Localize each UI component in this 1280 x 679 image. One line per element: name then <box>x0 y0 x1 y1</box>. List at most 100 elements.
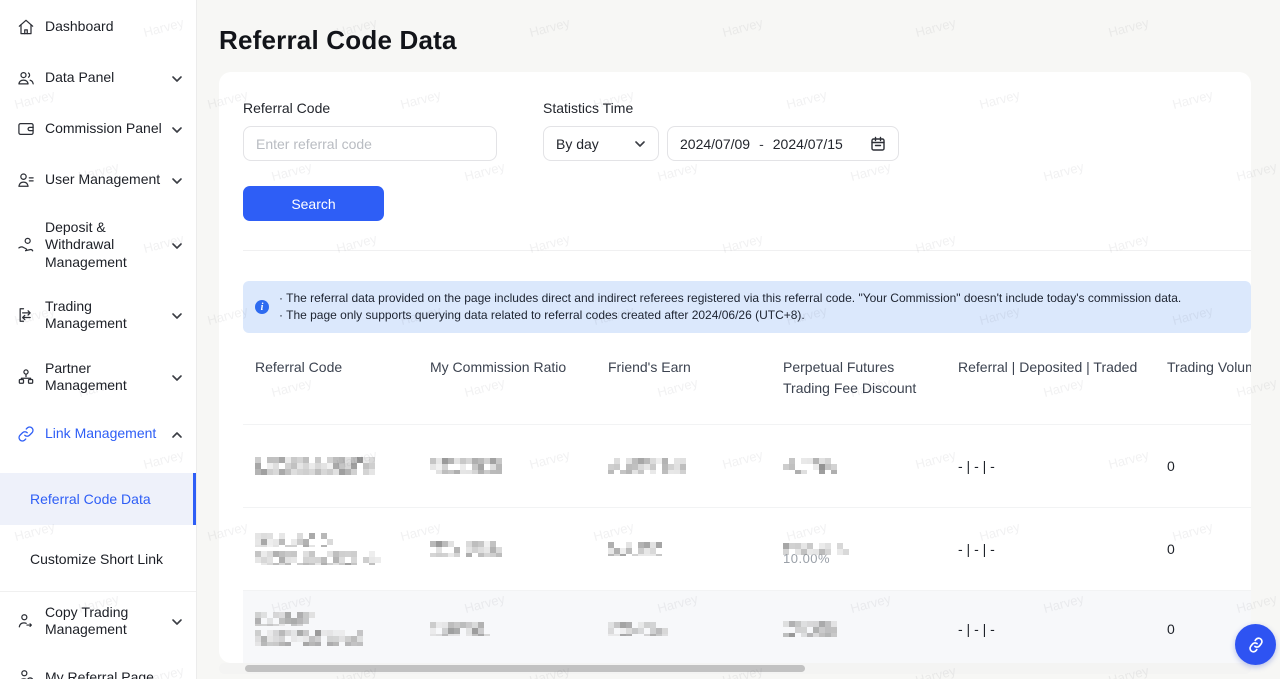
horizontal-scrollbar-thumb[interactable] <box>245 665 805 672</box>
chevron-down-icon <box>171 615 183 627</box>
sidebar-item-dashboard[interactable]: Dashboard <box>0 15 196 39</box>
date-start: 2024/07/09 <box>680 135 751 152</box>
user-plus-icon <box>15 667 36 679</box>
trading-volume-cell: 0 <box>1167 541 1175 557</box>
redacted-cell <box>608 621 670 636</box>
sidebar-item-referral-code-data[interactable]: Referral Code Data <box>0 472 196 525</box>
referral-link-fab[interactable] <box>1235 624 1276 665</box>
chevron-down-icon <box>171 123 183 135</box>
sidebar-item-label: My Referral Page <box>45 668 154 679</box>
date-end: 2024/07/15 <box>772 135 843 152</box>
column-header: My Commission Ratio <box>430 359 567 375</box>
divider <box>243 250 1251 251</box>
redacted-cell <box>255 533 337 547</box>
info-icon: i <box>255 300 269 314</box>
table-row: 10.00% - | - | - 0 <box>243 507 1251 590</box>
sidebar-item-label: User Management <box>45 171 161 188</box>
column-header: Friend's Earn <box>608 359 691 375</box>
redacted-cell <box>608 458 686 474</box>
column-header: Referral Code <box>255 359 343 375</box>
users-icon <box>15 68 36 89</box>
transfer-icon <box>15 305 36 326</box>
chevron-down-icon <box>171 174 183 186</box>
sidebar-item-trading-management[interactable]: Trading Management <box>0 298 196 333</box>
sidebar-item-label: Commission Panel <box>45 120 162 137</box>
statistics-time-field-group: Statistics Time By day 2024/07/09 - 2024… <box>543 100 899 161</box>
filter-bar: Referral Code Statistics Time By day 202… <box>219 72 1251 161</box>
sidebar-item-label: Trading Management <box>45 298 127 332</box>
redacted-cell <box>783 543 853 555</box>
user-list-icon <box>15 170 36 191</box>
link-icon <box>1248 636 1263 653</box>
redacted-cell <box>608 542 666 556</box>
chevron-up-icon <box>171 428 183 440</box>
redacted-cell <box>255 611 317 626</box>
referral-deposited-traded-cell: - | - | - <box>958 541 995 557</box>
sidebar-item-commission-panel[interactable]: Commission Panel <box>0 117 196 141</box>
chevron-down-icon <box>171 72 183 84</box>
column-header: Trading Volume (USDT) <box>1167 359 1251 375</box>
referral-code-label: Referral Code <box>243 100 331 116</box>
search-button[interactable]: Search <box>243 186 384 221</box>
home-icon <box>15 17 36 38</box>
date-separator: - <box>759 135 764 152</box>
referral-deposited-traded-cell: - | - | - <box>958 620 995 637</box>
sidebar-divider <box>0 590 196 592</box>
sidebar-item-my-referral-page[interactable]: My Referral Page <box>0 665 196 679</box>
date-range-picker[interactable]: 2024/07/09 - 2024/07/15 <box>667 126 899 161</box>
wallet-icon <box>15 119 36 140</box>
redacted-cell <box>430 621 494 636</box>
table-row: - | - | - 0 <box>243 424 1251 507</box>
org-chart-icon <box>15 367 36 388</box>
table-header-row: Referral Code My Commission Ratio Friend… <box>243 333 1251 424</box>
chevron-down-icon <box>171 371 183 383</box>
chevron-down-icon <box>171 309 183 321</box>
sidebar-item-label: Data Panel <box>45 69 115 86</box>
main-content: Referral Code Data Referral Code Statist… <box>197 0 1280 679</box>
sidebar-item-deposit-withdrawal[interactable]: Deposit & Withdrawal Management <box>0 219 196 271</box>
table-row: - | - | - 0 <box>243 590 1251 663</box>
statistics-time-label: Statistics Time <box>543 100 634 116</box>
redacted-cell <box>783 620 837 637</box>
calendar-icon <box>870 136 886 152</box>
sidebar: Dashboard Data Panel Commission Panel Us… <box>0 0 197 679</box>
notice-banner: i The referral data provided on the page… <box>243 281 1251 333</box>
redacted-cell <box>430 541 502 557</box>
sidebar-item-copy-trading[interactable]: Copy Trading Management <box>0 604 196 639</box>
user-arrows-icon <box>15 610 36 631</box>
column-header: Referral | Deposited | Traded <box>958 359 1138 375</box>
page-title: Referral Code Data <box>219 25 457 55</box>
sidebar-item-data-panel[interactable]: Data Panel <box>0 66 196 90</box>
sidebar-item-label: Partner Management <box>45 359 127 394</box>
link-icon <box>15 423 36 444</box>
redacted-cell <box>255 629 365 646</box>
redacted-cell <box>255 551 383 565</box>
redacted-cell <box>430 458 502 474</box>
period-select[interactable]: By day <box>543 126 659 161</box>
period-select-value: By day <box>556 135 599 152</box>
notice-line-1: The referral data provided on the page i… <box>279 290 1181 307</box>
notice-line-2: The page only supports querying data rel… <box>279 307 1181 324</box>
sidebar-item-label: Link Management <box>45 424 157 441</box>
sidebar-item-label: Copy Trading Management <box>45 603 129 637</box>
sidebar-item-user-management[interactable]: User Management <box>0 168 196 192</box>
hand-coin-icon <box>15 235 36 256</box>
content-card: Referral Code Statistics Time By day 202… <box>219 72 1251 663</box>
sidebar-item-partner-management[interactable]: Partner Management <box>0 360 196 395</box>
chevron-down-icon <box>171 239 183 251</box>
sidebar-item-link-management[interactable]: Link Management <box>0 422 196 446</box>
redacted-cell <box>255 457 375 475</box>
trading-volume-cell: 0 <box>1167 458 1175 474</box>
referral-deposited-traded-cell: - | - | - <box>958 458 995 474</box>
sidebar-item-label: Deposit & Withdrawal Management <box>45 219 127 270</box>
sidebar-item-label: Dashboard <box>45 18 114 35</box>
trading-volume-cell: 0 <box>1167 620 1175 637</box>
referral-table: Referral Code My Commission Ratio Friend… <box>243 333 1251 663</box>
sidebar-item-customize-short-link[interactable]: Customize Short Link <box>30 550 164 567</box>
column-header: Perpetual Futures Trading Fee Discount <box>783 359 917 396</box>
referral-code-input[interactable] <box>243 126 497 161</box>
redacted-cell <box>783 458 847 474</box>
chevron-down-icon <box>635 140 645 147</box>
horizontal-scrollbar-track <box>219 663 1251 674</box>
